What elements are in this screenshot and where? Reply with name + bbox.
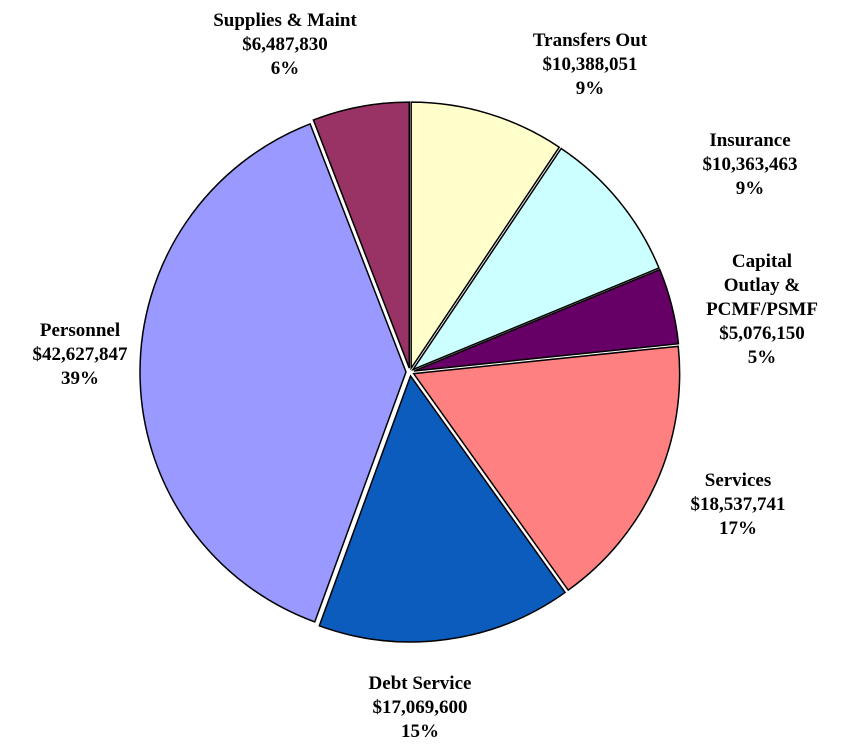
pie-slice: [412, 345, 681, 592]
pie-slice: [318, 374, 567, 643]
slice-label: Personnel $42,627,847 39%: [33, 319, 128, 391]
percent-label: 17%: [719, 518, 757, 539]
percent-label: 39%: [61, 368, 99, 389]
pie-slice: [139, 122, 407, 623]
category-label: Capital Outlay & PCMF/PSMF: [706, 251, 818, 320]
category-label: Debt Service: [368, 673, 472, 694]
category-label: Supplies & Maint: [213, 10, 357, 31]
percent-label: 5%: [747, 347, 777, 368]
slice-label: Capital Outlay & PCMF/PSMF $5,076,150 5%: [706, 250, 818, 370]
category-label: Services: [704, 470, 772, 491]
value-label: $42,627,847: [32, 344, 128, 365]
slice-label: Supplies & Maint $6,487,830 6%: [213, 9, 357, 81]
value-label: $5,076,150: [719, 323, 805, 344]
percent-label: 9%: [735, 178, 765, 199]
slice-label: Transfers Out $10,388,051 9%: [533, 29, 647, 101]
slice-label: Debt Service $17,069,600 15%: [369, 672, 472, 744]
value-label: $10,363,463: [702, 154, 798, 175]
percent-label: 15%: [400, 721, 439, 742]
pie-slice: [413, 268, 680, 372]
slice-label: Insurance $10,363,463 9%: [703, 129, 798, 201]
pie-slice: [410, 101, 561, 371]
pie-slice: [312, 101, 411, 369]
value-label: $17,069,600: [372, 697, 468, 718]
percent-label: 9%: [575, 78, 605, 99]
category-label: Transfers Out: [532, 30, 648, 51]
category-label: Personnel: [39, 320, 121, 341]
value-label: $10,388,051: [542, 54, 638, 75]
category-label: Insurance: [709, 130, 791, 151]
percent-label: 6%: [270, 58, 300, 79]
slice-label: Services $18,537,741 17%: [691, 469, 786, 541]
value-label: $18,537,741: [690, 494, 786, 515]
value-label: $6,487,830: [242, 34, 328, 55]
pie-slice: [411, 147, 660, 372]
